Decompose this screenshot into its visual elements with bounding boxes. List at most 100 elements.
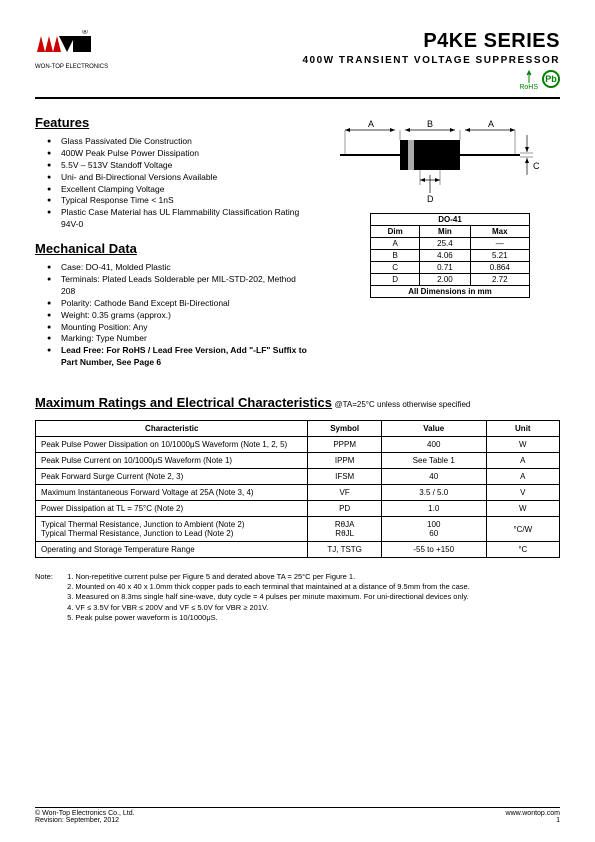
pb-badge: Pb bbox=[542, 70, 560, 88]
ratings-cell: A bbox=[486, 453, 559, 469]
table-row: Peak Pulse Power Dissipation on 10/1000μ… bbox=[36, 437, 560, 453]
ratings-col: Symbol bbox=[308, 421, 381, 437]
feature-item: Excellent Clamping Voltage bbox=[47, 184, 310, 196]
ratings-cell: See Table 1 bbox=[381, 453, 486, 469]
logo-subtitle: WON-TOP ELECTRONICS bbox=[35, 64, 108, 70]
mechanical-item: Weight: 0.35 grams (approx.) bbox=[47, 310, 310, 322]
ratings-cell: W bbox=[486, 501, 559, 517]
dim-cell: 25.4 bbox=[420, 238, 470, 250]
svg-text:C: C bbox=[533, 161, 540, 171]
dim-cell: 0.864 bbox=[470, 262, 529, 274]
mechanical-item: Terminals: Plated Leads Solderable per M… bbox=[47, 274, 310, 298]
title-area: P4KE SERIES 400W TRANSIENT VOLTAGE SUPPR… bbox=[303, 30, 561, 91]
ratings-title: Maximum Ratings and Electrical Character… bbox=[35, 395, 332, 410]
ratings-cell: 400 bbox=[381, 437, 486, 453]
table-row: Typical Thermal Resistance, Junction to … bbox=[36, 517, 560, 542]
ratings-cell: PD bbox=[308, 501, 381, 517]
table-row: Peak Forward Surge Current (Note 2, 3)IF… bbox=[36, 469, 560, 485]
ratings-table: Characteristic Symbol Value Unit Peak Pu… bbox=[35, 420, 560, 558]
dim-col: Max bbox=[470, 226, 529, 238]
dim-cell: 2.00 bbox=[420, 274, 470, 286]
series-title: P4KE SERIES bbox=[303, 30, 561, 53]
mechanical-title: Mechanical Data bbox=[35, 241, 310, 256]
features-list: Glass Passivated Die Construction 400W P… bbox=[35, 136, 310, 231]
mechanical-item: Case: DO-41, Molded Plastic bbox=[47, 262, 310, 274]
dim-cell: D bbox=[371, 274, 420, 286]
ratings-col: Value bbox=[381, 421, 486, 437]
table-row: Maximum Instantaneous Forward Voltage at… bbox=[36, 485, 560, 501]
ratings-cell: A bbox=[486, 469, 559, 485]
ratings-cell: VF bbox=[308, 485, 381, 501]
note-item: 4. VF ≤ 3.5V for VBR ≤ 200V and VF ≤ 5.0… bbox=[67, 603, 547, 613]
footer-revision: Revision: September, 2012 bbox=[35, 817, 135, 824]
note-item: 1. Non-repetitive current pulse per Figu… bbox=[67, 572, 547, 582]
footer-url: www.wontop.com bbox=[506, 810, 560, 817]
logo-icon: ® bbox=[35, 30, 95, 62]
svg-text:B: B bbox=[427, 119, 433, 129]
dim-cell: C bbox=[371, 262, 420, 274]
ratings-cell: 1.0 bbox=[381, 501, 486, 517]
ratings-cell: IFSM bbox=[308, 469, 381, 485]
feature-item: Plastic Case Material has UL Flammabilit… bbox=[47, 207, 310, 231]
header: ® WON-TOP ELECTRONICS P4KE SERIES 400W T… bbox=[35, 30, 560, 91]
ratings-cell: 100 60 bbox=[381, 517, 486, 542]
svg-text:D: D bbox=[427, 194, 434, 204]
feature-item: Typical Response Time < 1nS bbox=[47, 195, 310, 207]
mechanical-item: Polarity: Cathode Band Except Bi-Directi… bbox=[47, 298, 310, 310]
ratings-cell: °C bbox=[486, 542, 559, 558]
dim-pkg-header: DO-41 bbox=[371, 214, 530, 226]
note-item: 5. Peak pulse power waveform is 10/1000μ… bbox=[67, 613, 547, 623]
mechanical-list: Case: DO-41, Molded Plastic Terminals: P… bbox=[35, 262, 310, 369]
dim-cell: A bbox=[371, 238, 420, 250]
feature-item: Uni- and Bi-Directional Versions Availab… bbox=[47, 172, 310, 184]
ratings-cell: -55 to +150 bbox=[381, 542, 486, 558]
dim-col: Min bbox=[420, 226, 470, 238]
ratings-col: Characteristic bbox=[36, 421, 308, 437]
subtitle: 400W TRANSIENT VOLTAGE SUPPRESSOR bbox=[303, 55, 561, 66]
svg-text:®: ® bbox=[82, 30, 88, 36]
ratings-cell: W bbox=[486, 437, 559, 453]
dim-caption: All Dimensions in mm bbox=[371, 286, 530, 298]
ratings-cell: PPPM bbox=[308, 437, 381, 453]
ratings-cell: Maximum Instantaneous Forward Voltage at… bbox=[36, 485, 308, 501]
notes-label: Note: bbox=[35, 572, 65, 582]
notes-body: 1. Non-repetitive current pulse per Figu… bbox=[67, 572, 547, 623]
package-diagram: A A B C D bbox=[330, 105, 550, 205]
divider bbox=[35, 97, 560, 99]
rohs-badge: RoHS bbox=[519, 70, 538, 91]
footer: © Won-Top Electronics Co., Ltd. Revision… bbox=[35, 807, 560, 824]
ratings-cell: 40 bbox=[381, 469, 486, 485]
mechanical-item: Marking: Type Number bbox=[47, 333, 310, 345]
table-row: Operating and Storage Temperature RangeT… bbox=[36, 542, 560, 558]
ratings-cell: Operating and Storage Temperature Range bbox=[36, 542, 308, 558]
mechanical-item: Mounting Position: Any bbox=[47, 322, 310, 334]
svg-text:A: A bbox=[368, 119, 374, 129]
footer-left: © Won-Top Electronics Co., Ltd. Revision… bbox=[35, 810, 135, 824]
svg-text:A: A bbox=[488, 119, 494, 129]
logo-area: ® WON-TOP ELECTRONICS bbox=[35, 30, 108, 70]
rohs-label: RoHS bbox=[519, 84, 538, 91]
footer-divider bbox=[35, 807, 560, 808]
dim-cell: 0.71 bbox=[420, 262, 470, 274]
features-title: Features bbox=[35, 115, 310, 130]
ratings-cell: 3.5 / 5.0 bbox=[381, 485, 486, 501]
footer-right: www.wontop.com 1 bbox=[506, 810, 560, 824]
dim-cell: B bbox=[371, 250, 420, 262]
ratings-cell: Power Dissipation at TL = 75°C (Note 2) bbox=[36, 501, 308, 517]
dim-cell: 4.06 bbox=[420, 250, 470, 262]
note-item: 3. Measured on 8.3ms single half sine-wa… bbox=[67, 592, 547, 602]
feature-item: Glass Passivated Die Construction bbox=[47, 136, 310, 148]
footer-page: 1 bbox=[506, 817, 560, 824]
ratings-cell: Peak Forward Surge Current (Note 2, 3) bbox=[36, 469, 308, 485]
ratings-cell: IPPM bbox=[308, 453, 381, 469]
feature-item: 400W Peak Pulse Power Dissipation bbox=[47, 148, 310, 160]
mechanical-item: Lead Free: For RoHS / Lead Free Version,… bbox=[47, 345, 310, 369]
ratings-cell: V bbox=[486, 485, 559, 501]
feature-item: 5.5V – 513V Standoff Voltage bbox=[47, 160, 310, 172]
badges: RoHS Pb bbox=[303, 70, 561, 91]
ratings-cell: °C/W bbox=[486, 517, 559, 542]
note-item: 2. Mounted on 40 x 40 x 1.0mm thick copp… bbox=[67, 582, 547, 592]
ratings-cell: Peak Pulse Power Dissipation on 10/1000μ… bbox=[36, 437, 308, 453]
dim-cell: — bbox=[470, 238, 529, 250]
dim-col: Dim bbox=[371, 226, 420, 238]
